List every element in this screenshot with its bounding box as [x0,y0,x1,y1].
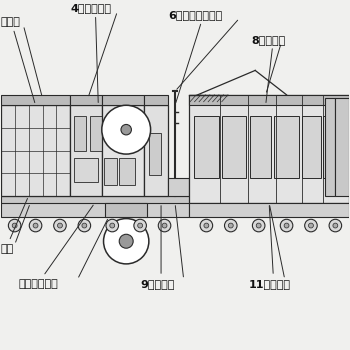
Text: 6、上无纺布料架: 6、上无纺布料架 [168,10,222,20]
Circle shape [78,219,91,232]
Bar [102,95,144,105]
Circle shape [12,223,17,228]
Circle shape [138,223,142,228]
Circle shape [134,219,146,232]
Circle shape [256,223,261,228]
Circle shape [8,219,21,232]
Circle shape [57,223,62,228]
Bar [104,158,118,186]
Circle shape [280,219,293,232]
Bar [1,95,70,105]
Circle shape [104,219,149,264]
Bar [1,105,70,196]
Circle shape [54,219,66,232]
Text: 4、控制面板: 4、控制面板 [70,3,111,13]
Text: 11、装袋组: 11、装袋组 [248,279,290,288]
Circle shape [224,219,237,232]
Circle shape [204,223,209,228]
Circle shape [228,223,233,228]
Circle shape [29,219,42,232]
Text: 8、切刀组: 8、切刀组 [252,35,286,44]
Bar [222,116,246,178]
Bar [74,158,98,182]
Circle shape [110,223,115,228]
Text: 冷却组: 冷却组 [1,17,21,27]
Bar [189,203,349,217]
Circle shape [308,223,313,228]
Bar [250,116,271,178]
Circle shape [82,223,87,228]
Circle shape [158,219,171,232]
Circle shape [102,105,150,154]
Circle shape [33,223,38,228]
Circle shape [252,219,265,232]
Bar [194,116,219,178]
Bar [105,203,147,217]
Circle shape [162,223,167,228]
Bar [149,133,161,175]
Bar [274,116,299,178]
Bar [1,203,189,217]
Bar [189,95,349,203]
Bar [189,95,349,105]
Bar [1,196,349,206]
Circle shape [329,219,342,232]
Circle shape [333,223,338,228]
Circle shape [305,219,317,232]
Bar [70,105,102,196]
Circle shape [119,234,133,248]
Bar [335,98,349,196]
Bar [90,116,102,150]
Text: 上无纺布料架: 上无纺布料架 [18,279,58,288]
Circle shape [106,219,119,232]
Bar [70,95,102,105]
Bar [168,178,189,196]
Bar [119,158,135,186]
Text: 电机: 电机 [1,244,14,254]
Circle shape [284,223,289,228]
Bar [325,98,335,196]
Bar [144,105,168,196]
Bar [144,95,168,105]
Circle shape [200,219,213,232]
Bar [102,105,144,196]
Bar [302,116,321,178]
Circle shape [121,125,131,135]
Text: 9、折叠组: 9、折叠组 [140,279,175,288]
Bar [323,116,342,178]
Bar [74,116,86,150]
